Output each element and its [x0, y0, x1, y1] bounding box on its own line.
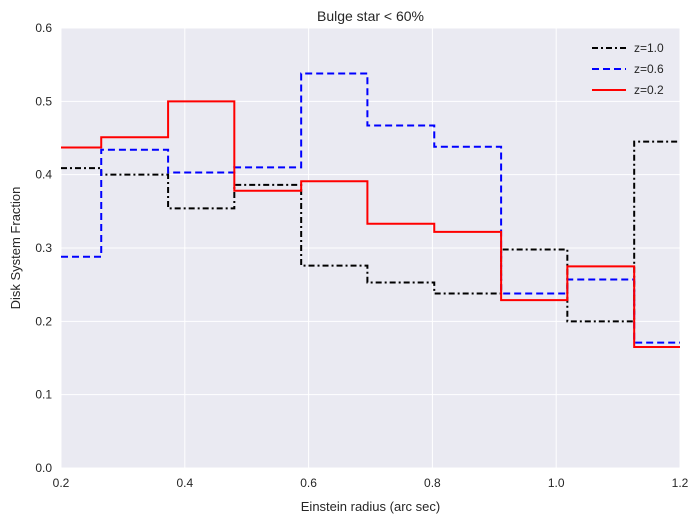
x-tick-label: 0.2 [53, 476, 70, 490]
legend: z=1.0 z=0.6 z=0.2 [592, 41, 664, 97]
grid [60, 27, 681, 469]
y-axis-label: Disk System Fraction [8, 187, 23, 310]
chart-title: Bulge star < 60% [317, 8, 424, 24]
y-tick-label: 0.1 [35, 388, 52, 402]
x-tick-label: 0.6 [300, 476, 317, 490]
x-tick-label: 1.2 [672, 476, 689, 490]
y-tick-label: 0.3 [35, 241, 52, 255]
tick-labels: 0.2 0.4 0.6 0.8 1.0 1.2 0.0 0.1 0.2 0.3 0.4 0.5 0.6 [35, 21, 688, 490]
x-tick-label: 1.0 [548, 476, 565, 490]
legend-label: z=0.6 [634, 62, 664, 76]
y-tick-label: 0.0 [35, 461, 52, 475]
y-tick-label: 0.2 [35, 314, 52, 328]
legend-label: z=0.2 [634, 83, 664, 97]
y-tick-label: 0.5 [35, 94, 52, 108]
y-tick-label: 0.4 [35, 168, 52, 182]
series-group [61, 72, 680, 348]
x-axis-label: Einstein radius (arc sec) [301, 499, 440, 514]
y-tick-label: 0.6 [35, 21, 52, 35]
x-tick-label: 0.4 [176, 476, 193, 490]
x-tick-label: 0.8 [424, 476, 441, 490]
series-line-z-0-6 [61, 72, 680, 344]
series-line-z-0-2 [61, 100, 680, 348]
legend-label: z=1.0 [634, 41, 664, 55]
